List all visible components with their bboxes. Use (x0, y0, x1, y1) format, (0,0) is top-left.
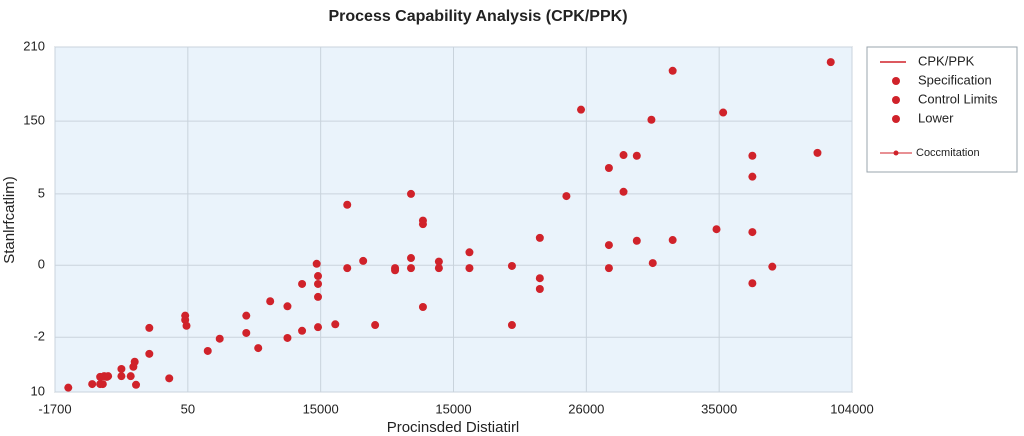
point (406, 254, 415, 263)
legend-label: Specification (918, 72, 992, 87)
point (145, 349, 154, 358)
point (64, 383, 73, 392)
point (768, 262, 777, 271)
legend-dot (892, 77, 900, 85)
y-tick-label: 0 (38, 257, 45, 272)
point (104, 372, 113, 381)
point (298, 326, 307, 335)
y-tick-label: 210 (23, 38, 45, 53)
point (132, 380, 141, 389)
point (406, 264, 415, 273)
point (712, 225, 721, 234)
point (604, 241, 613, 250)
point (182, 321, 191, 330)
point (507, 321, 516, 330)
point (343, 264, 352, 273)
point (203, 346, 212, 355)
point (314, 323, 323, 332)
point (813, 148, 822, 157)
point (126, 372, 135, 381)
x-tick-label: 104000 (830, 401, 873, 416)
point (283, 333, 292, 342)
point (562, 192, 571, 201)
chart-title: Process Capability Analysis (CPK/PPK) (328, 8, 627, 25)
point (215, 334, 224, 343)
point (604, 164, 613, 173)
point (434, 264, 443, 273)
y-tick-label: 150 (23, 113, 45, 128)
point (343, 200, 352, 209)
point (748, 151, 757, 160)
x-tick-label: 15000 (435, 401, 471, 416)
point (748, 172, 757, 181)
point (165, 374, 174, 383)
point (391, 266, 400, 275)
point (96, 380, 105, 389)
point (418, 303, 427, 312)
x-tick-label: 50 (181, 401, 195, 416)
x-tick-label: -1700 (38, 401, 71, 416)
y-axis-label: Stanlrfcatlim) (1, 176, 18, 264)
point (507, 261, 516, 270)
point (314, 279, 323, 288)
point (314, 272, 323, 281)
y-tick-label: -2 (33, 329, 45, 344)
point (314, 292, 323, 301)
point (535, 285, 544, 294)
point (748, 228, 757, 237)
point (371, 321, 380, 330)
point (535, 274, 544, 283)
y-tick-label: 5 (38, 185, 45, 200)
point (242, 311, 251, 320)
point (283, 302, 292, 311)
legend-label: Control Limits (918, 91, 998, 106)
point (331, 320, 340, 329)
point (145, 323, 154, 332)
x-tick-label: 26000 (568, 401, 604, 416)
legend-dot (892, 115, 900, 123)
point (465, 248, 474, 257)
point (577, 105, 586, 114)
point (130, 357, 139, 366)
point (647, 115, 656, 124)
point (619, 187, 628, 196)
legend-label: Coccmitation (916, 147, 980, 159)
point (604, 264, 613, 273)
point (242, 328, 251, 337)
point (719, 108, 728, 117)
point (434, 257, 443, 266)
x-axis-label: Procinsded Distiatirl (387, 419, 520, 436)
point (668, 236, 677, 245)
legend-dot (892, 96, 900, 104)
point (748, 279, 757, 288)
x-tick-label: 15000 (303, 401, 339, 416)
legend-label: CPK/PPK (918, 53, 975, 68)
point (117, 372, 126, 381)
point (826, 58, 835, 67)
point (266, 297, 275, 306)
point (418, 220, 427, 229)
legend (866, 46, 1018, 173)
legend-dot (893, 150, 899, 156)
point (535, 233, 544, 242)
point (406, 189, 415, 198)
point (88, 380, 97, 389)
point (648, 259, 657, 268)
point (312, 259, 321, 268)
point (619, 151, 628, 160)
point (359, 256, 368, 265)
point (117, 364, 126, 373)
point (298, 279, 307, 288)
x-tick-label: 35000 (701, 401, 737, 416)
point (668, 66, 677, 75)
point (632, 236, 641, 245)
y-tick-label: 10 (31, 383, 45, 398)
point (254, 344, 263, 353)
legend-label: Lower (918, 110, 954, 125)
point (465, 264, 474, 273)
point (632, 151, 641, 160)
